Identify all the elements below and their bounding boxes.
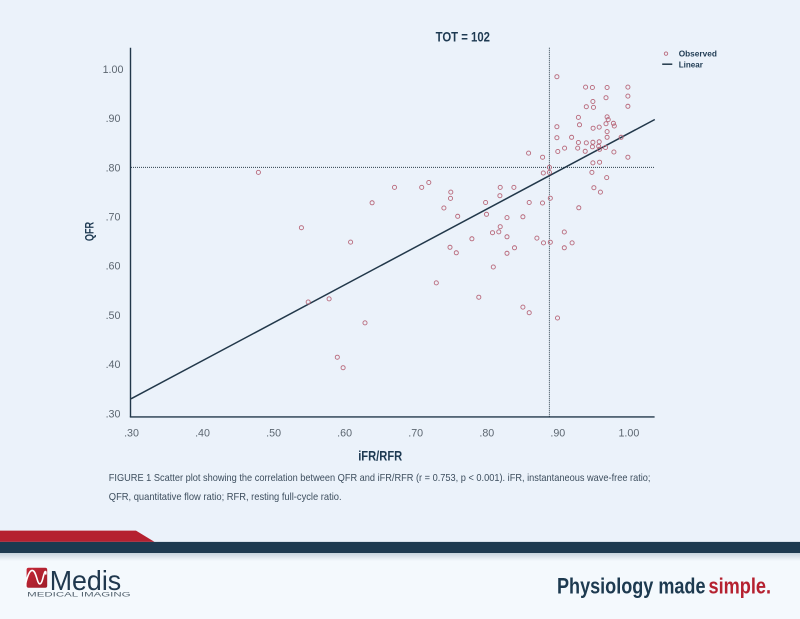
svg-text:Medis: Medis	[50, 565, 122, 596]
svg-text:Observed: Observed	[679, 49, 717, 59]
svg-text:iFR/RFR: iFR/RFR	[358, 448, 402, 464]
svg-text:MEDICAL IMAGING: MEDICAL IMAGING	[27, 593, 131, 599]
svg-text:.40: .40	[106, 359, 121, 371]
svg-text:.50: .50	[106, 310, 121, 322]
svg-text:.30: .30	[106, 408, 121, 420]
svg-text:.30: .30	[124, 427, 139, 439]
svg-text:FIGURE 1 Scatter plot showing: FIGURE 1 Scatter plot showing the correl…	[109, 473, 651, 484]
svg-text:1.00: 1.00	[618, 427, 639, 439]
svg-text:simple.: simple.	[709, 573, 772, 598]
svg-text:Linear: Linear	[679, 59, 704, 69]
svg-text:TOT = 102: TOT = 102	[436, 30, 491, 45]
svg-text:.60: .60	[106, 261, 121, 273]
svg-text:.90: .90	[106, 113, 121, 125]
svg-text:.90: .90	[550, 427, 565, 439]
svg-text:.70: .70	[408, 427, 423, 439]
svg-text:QFR: QFR	[85, 221, 97, 241]
svg-text:.40: .40	[195, 427, 210, 439]
svg-text:QFR, quantitative flow ratio;: QFR, quantitative flow ratio; RFR, resti…	[109, 492, 342, 503]
svg-text:Physiology made: Physiology made	[557, 573, 706, 598]
svg-text:.80: .80	[106, 162, 121, 174]
svg-text:.70: .70	[106, 212, 121, 224]
svg-text:1.00: 1.00	[103, 64, 124, 76]
svg-text:.60: .60	[337, 427, 352, 439]
svg-text:.80: .80	[479, 427, 494, 439]
svg-text:.50: .50	[266, 427, 281, 439]
